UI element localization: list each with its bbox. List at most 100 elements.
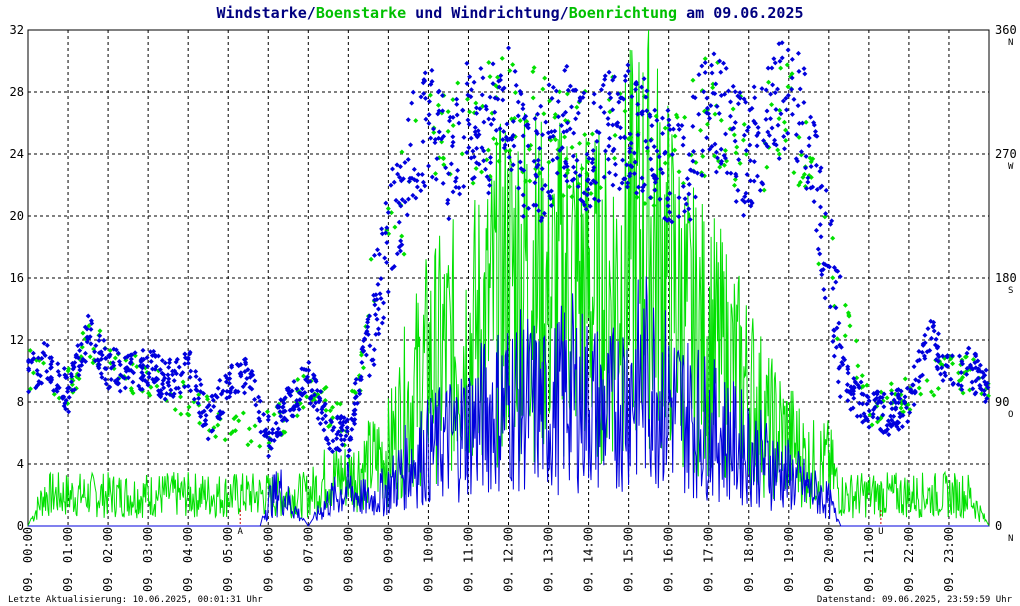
direction-point-windrichtung: [635, 111, 641, 117]
direction-point-windrichtung: [48, 355, 54, 361]
direction-point-windrichtung: [555, 114, 561, 120]
x-tick: 09. 04:00: [181, 527, 195, 592]
direction-point-boenrichtung: [473, 165, 479, 171]
direction-point-windrichtung: [920, 342, 926, 348]
direction-point-windrichtung: [590, 148, 596, 154]
direction-point-windrichtung: [351, 411, 357, 417]
direction-point-windrichtung: [793, 132, 799, 138]
direction-point-windrichtung: [766, 132, 772, 138]
direction-point-windrichtung: [188, 368, 194, 374]
direction-point-windrichtung: [812, 128, 818, 134]
direction-point-windrichtung: [510, 162, 516, 168]
direction-point-windrichtung: [598, 104, 604, 110]
direction-point-windrichtung: [561, 129, 567, 135]
direction-point-windrichtung: [834, 325, 840, 331]
direction-point-windrichtung: [488, 160, 494, 166]
direction-point-windrichtung: [765, 65, 771, 71]
direction-point-windrichtung: [397, 174, 403, 180]
direction-point-boenrichtung: [584, 170, 590, 176]
direction-point-windrichtung: [735, 187, 741, 193]
direction-point-windrichtung: [352, 407, 358, 413]
direction-point-windrichtung: [574, 157, 580, 163]
direction-point-windrichtung: [232, 389, 238, 395]
direction-point-windrichtung: [619, 180, 625, 186]
direction-point-windrichtung: [420, 80, 426, 86]
series-line-windstarke: [28, 276, 989, 527]
direction-point-windrichtung: [912, 388, 918, 394]
direction-point-windrichtung: [775, 86, 781, 92]
direction-point-windrichtung: [794, 158, 800, 164]
direction-point-boenrichtung: [246, 426, 252, 432]
direction-point-boenrichtung: [830, 235, 836, 241]
direction-point-windrichtung: [26, 389, 32, 395]
direction-point-windrichtung: [973, 390, 979, 396]
direction-point-windrichtung: [410, 89, 416, 95]
direction-point-windrichtung: [970, 386, 976, 392]
direction-point-windrichtung: [591, 100, 597, 106]
direction-point-windrichtung: [916, 348, 922, 354]
direction-point-windrichtung: [78, 341, 84, 347]
direction-point-windrichtung: [125, 375, 131, 381]
direction-point-windrichtung: [405, 117, 411, 123]
direction-point-windrichtung: [79, 359, 85, 365]
direction-point-windrichtung: [217, 409, 223, 415]
direction-point-windrichtung: [577, 173, 583, 179]
direction-point-windrichtung: [76, 372, 82, 378]
direction-point-windrichtung: [817, 168, 823, 174]
direction-point-windrichtung: [182, 351, 188, 357]
direction-point-windrichtung: [227, 376, 233, 382]
direction-point-windrichtung: [223, 373, 229, 379]
direction-point-windrichtung: [721, 60, 727, 66]
x-tick: 09. 10:00: [421, 527, 435, 592]
direction-point-windrichtung: [456, 120, 462, 126]
direction-point-windrichtung: [817, 251, 823, 257]
direction-point-windrichtung: [743, 99, 749, 105]
direction-point-windrichtung: [510, 118, 516, 124]
direction-point-windrichtung: [349, 426, 355, 432]
direction-point-windrichtung: [165, 379, 171, 385]
direction-point-windrichtung: [305, 374, 311, 380]
direction-point-windrichtung: [75, 343, 81, 349]
direction-point-windrichtung: [696, 111, 702, 117]
direction-point-windrichtung: [875, 415, 881, 421]
direction-point-windrichtung: [382, 255, 388, 261]
direction-point-windrichtung: [429, 174, 435, 180]
direction-point-windrichtung: [185, 355, 191, 361]
direction-point-windrichtung: [936, 354, 942, 360]
direction-point-windrichtung: [784, 107, 790, 113]
direction-point-windrichtung: [445, 200, 451, 206]
direction-point-windrichtung: [864, 401, 870, 407]
direction-point-windrichtung: [830, 285, 836, 291]
direction-point-windrichtung: [473, 105, 479, 111]
direction-point-windrichtung: [453, 184, 459, 190]
direction-point-windrichtung: [969, 366, 975, 372]
direction-point-windrichtung: [266, 453, 272, 459]
y-tick-right: 270: [995, 147, 1017, 161]
direction-point-boenrichtung: [494, 141, 500, 147]
direction-point-windrichtung: [238, 361, 244, 367]
direction-point-windrichtung: [629, 94, 635, 100]
direction-point-windrichtung: [644, 108, 650, 114]
direction-point-boenrichtung: [834, 336, 840, 342]
direction-point-boenrichtung: [740, 137, 746, 143]
direction-point-boenrichtung: [496, 158, 502, 164]
direction-point-windrichtung: [148, 358, 154, 364]
direction-point-windrichtung: [198, 414, 204, 420]
direction-point-windrichtung: [754, 173, 760, 179]
direction-point-boenrichtung: [392, 224, 398, 230]
direction-point-windrichtung: [279, 418, 285, 424]
direction-point-windrichtung: [589, 160, 595, 166]
direction-point-windrichtung: [77, 367, 83, 373]
marker-label: U: [878, 527, 883, 537]
direction-point-windrichtung: [474, 110, 480, 116]
direction-point-windrichtung: [613, 172, 619, 178]
direction-point-windrichtung: [520, 106, 526, 112]
direction-point-windrichtung: [874, 395, 880, 401]
direction-point-windrichtung: [538, 218, 544, 224]
direction-point-windrichtung: [298, 390, 304, 396]
direction-point-windrichtung: [196, 395, 202, 401]
direction-point-windrichtung: [567, 83, 573, 89]
direction-point-windrichtung: [471, 154, 477, 160]
direction-point-windrichtung: [815, 246, 821, 252]
